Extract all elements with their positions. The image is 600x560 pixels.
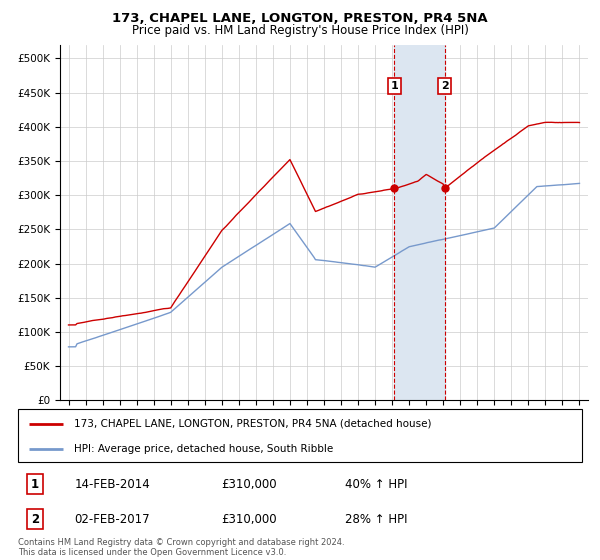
Text: Contains HM Land Registry data © Crown copyright and database right 2024.
This d: Contains HM Land Registry data © Crown c… <box>18 538 344 557</box>
Text: 28% ↑ HPI: 28% ↑ HPI <box>345 513 407 526</box>
Bar <box>394 45 445 400</box>
Text: 1: 1 <box>31 478 39 491</box>
Text: 2: 2 <box>31 513 39 526</box>
Text: 2: 2 <box>441 81 449 91</box>
Text: Price paid vs. HM Land Registry's House Price Index (HPI): Price paid vs. HM Land Registry's House … <box>131 24 469 36</box>
Text: £310,000: £310,000 <box>221 478 277 491</box>
Text: 173, CHAPEL LANE, LONGTON, PRESTON, PR4 5NA (detached house): 173, CHAPEL LANE, LONGTON, PRESTON, PR4 … <box>74 419 432 429</box>
Text: HPI: Average price, detached house, South Ribble: HPI: Average price, detached house, Sout… <box>74 444 334 454</box>
Text: 40% ↑ HPI: 40% ↑ HPI <box>345 478 407 491</box>
Text: 173, CHAPEL LANE, LONGTON, PRESTON, PR4 5NA: 173, CHAPEL LANE, LONGTON, PRESTON, PR4 … <box>112 12 488 25</box>
FancyBboxPatch shape <box>18 409 582 462</box>
Text: 02-FEB-2017: 02-FEB-2017 <box>74 513 150 526</box>
Text: 14-FEB-2014: 14-FEB-2014 <box>74 478 150 491</box>
Text: 1: 1 <box>390 81 398 91</box>
Text: £310,000: £310,000 <box>221 513 277 526</box>
